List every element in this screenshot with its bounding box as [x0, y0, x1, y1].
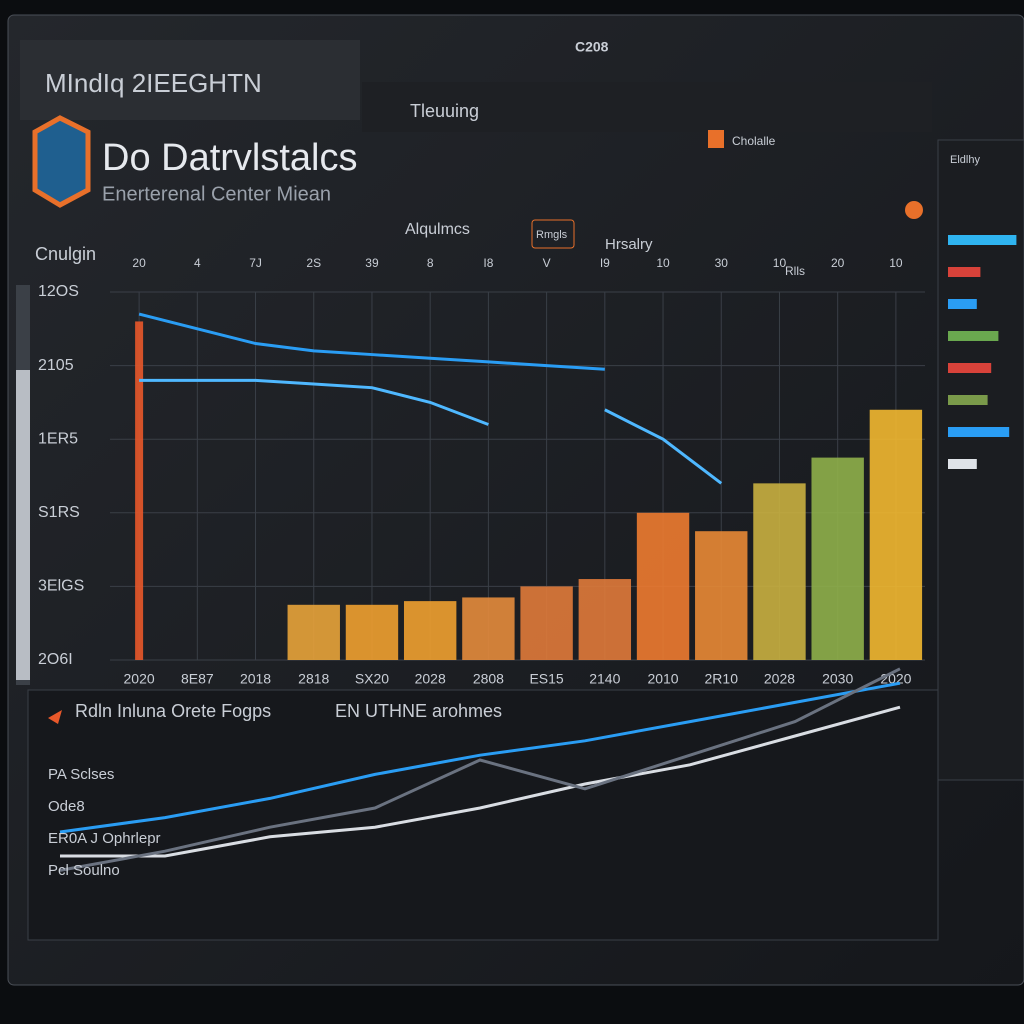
x2-tick-label: 20 [831, 256, 845, 270]
header-right: Cholalle [732, 134, 776, 148]
sidebar-bar [948, 459, 977, 469]
label-mid: Alqulmcs [405, 221, 470, 238]
label-corner: Rlls [785, 264, 805, 278]
bar [695, 531, 748, 660]
x-tick-label: 2018 [240, 671, 271, 687]
note: PA Sclses [48, 766, 114, 783]
x-tick-label: SX20 [355, 671, 389, 687]
x-tick-label: 2030 [822, 671, 853, 687]
y-tick-label: 1ER5 [38, 430, 78, 447]
bar [753, 483, 806, 660]
note: ER0A J Ophrlepr [48, 830, 161, 847]
legend-entry: Rdln Inluna Orete Fogps [75, 701, 271, 721]
bar [345, 604, 399, 660]
scroll-thumb [16, 370, 30, 680]
x2-tick-label: 10 [773, 256, 787, 270]
note: Pcl Soulno [48, 862, 120, 879]
y-tick-label: 2O6I [38, 651, 73, 668]
bar [869, 409, 923, 660]
x2-tick-label: 39 [365, 256, 379, 270]
lower-icon [48, 710, 62, 724]
bar [636, 512, 690, 660]
legend-entry: EN UTHNE arohmes [335, 701, 502, 721]
y-tick-label: 3ElGS [38, 578, 84, 595]
x-tick-label: 2140 [589, 671, 620, 687]
x2-tick-label: 10 [656, 256, 670, 270]
sidebar-title: Eldlhy [950, 154, 980, 166]
header-tab [20, 40, 360, 120]
y-tick-label: 2105 [38, 357, 74, 374]
x-tick-label: ES15 [529, 671, 563, 687]
x2-tick-label: 20 [132, 256, 146, 270]
x2-tick-label: I8 [483, 256, 493, 270]
line-series [60, 705, 901, 858]
brand-title: Do Datrvlstalcs [102, 137, 358, 179]
lower-panel [27, 689, 939, 941]
logo [32, 115, 91, 208]
x-tick-label: 8E87 [181, 671, 214, 687]
y-tick-label: 12OS [38, 283, 79, 300]
status-dot [905, 201, 923, 219]
header-bar [362, 82, 932, 132]
x2-tick-label: 4 [194, 256, 201, 270]
label-left: Cnulgin [35, 244, 96, 264]
x-tick-label: 2020 [124, 671, 155, 687]
sidebar-bar [948, 235, 1017, 245]
bar [287, 604, 340, 660]
sidebar-bar [948, 331, 999, 341]
header-badge: C208 [575, 39, 609, 55]
sidebar-bar [948, 427, 1010, 437]
bar [578, 579, 632, 660]
icon [708, 130, 724, 148]
bar [135, 321, 144, 660]
x2-tick-label: 2S [306, 256, 321, 270]
header-tab2: Tleuuing [410, 101, 479, 121]
x-tick-label: 2028 [764, 671, 795, 687]
x-tick-label: 2028 [415, 671, 446, 687]
sidebar-bar [948, 363, 992, 373]
sidebar-bar [948, 299, 977, 309]
line-series [59, 681, 901, 834]
bar [403, 601, 457, 660]
x-tick-label: 2010 [647, 671, 678, 687]
label-right: Hrsalry [605, 236, 653, 253]
bar [462, 597, 515, 660]
sidebar-bar [948, 267, 981, 277]
button-label[interactable]: Rmgls [536, 229, 568, 241]
button[interactable] [531, 219, 575, 249]
x2-tick-label: 30 [715, 256, 729, 270]
bar [811, 457, 864, 660]
header-title: MIndIq 2IEEGHTN [45, 68, 262, 98]
sidebar-bar [948, 395, 988, 405]
x2-tick-label: V [543, 256, 551, 270]
x-tick-label: 2808 [473, 671, 504, 687]
x2-tick-label: 7J [249, 256, 262, 270]
x2-tick-label: 8 [427, 256, 434, 270]
line-series [59, 667, 901, 872]
bar [520, 586, 573, 660]
x-tick-label: 2818 [298, 671, 329, 687]
x2-tick-label: I9 [600, 256, 610, 270]
y-tick-label: S1RS [38, 504, 80, 521]
line-series [138, 312, 605, 371]
note: Ode8 [48, 798, 85, 815]
line-series [139, 378, 723, 485]
x2-tick-label: 10 [889, 256, 903, 270]
x-tick-label: 2R10 [705, 671, 739, 687]
brand-subtitle: Enerterenal Center Miean [102, 183, 331, 205]
